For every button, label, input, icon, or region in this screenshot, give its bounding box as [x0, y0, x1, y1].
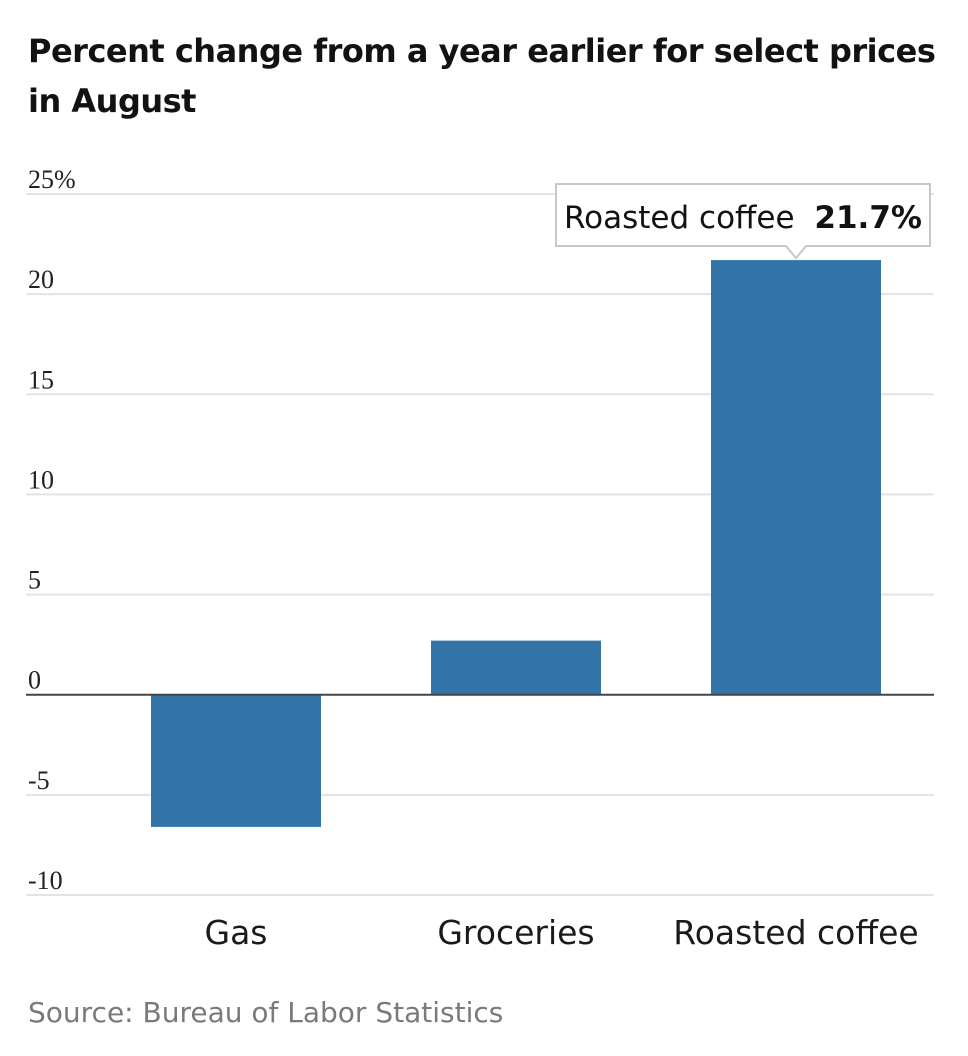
y-tick-label: 20: [28, 265, 54, 294]
chart-tooltip-label: Roasted coffee: [564, 200, 795, 236]
y-tick-label: -5: [28, 766, 50, 795]
y-tick-label: -10: [28, 866, 63, 895]
x-category-label: Gas: [205, 913, 268, 952]
y-tick-label: 0: [28, 666, 41, 695]
bar-roasted-coffee: [711, 260, 881, 695]
chart-tooltip: Roasted coffee 21.7%: [555, 183, 931, 260]
x-category-label: Roasted coffee: [673, 913, 918, 952]
chart-plot: 25% 20 15 10 5 0 -5 -10 Gas Groceries Roasted coff…: [26, 165, 934, 952]
x-category-label: Groceries: [437, 913, 594, 952]
bar-groceries: [431, 640, 601, 695]
chart-title: Percent change from a year earlier for s…: [28, 32, 936, 120]
y-tick-label: 15: [28, 365, 54, 394]
chart-tooltip-text: Roasted coffee 21.7%: [564, 200, 922, 236]
chart-tooltip-value: 21.7%: [814, 200, 922, 236]
y-tick-label: 10: [28, 465, 54, 494]
bar-gas: [151, 694, 321, 827]
chart-tooltip-box: [555, 183, 931, 260]
y-tick-label: 5: [28, 566, 41, 595]
source-note: Source: Bureau of Labor Statistics: [28, 996, 504, 1029]
y-tick-label: 25%: [28, 165, 76, 194]
